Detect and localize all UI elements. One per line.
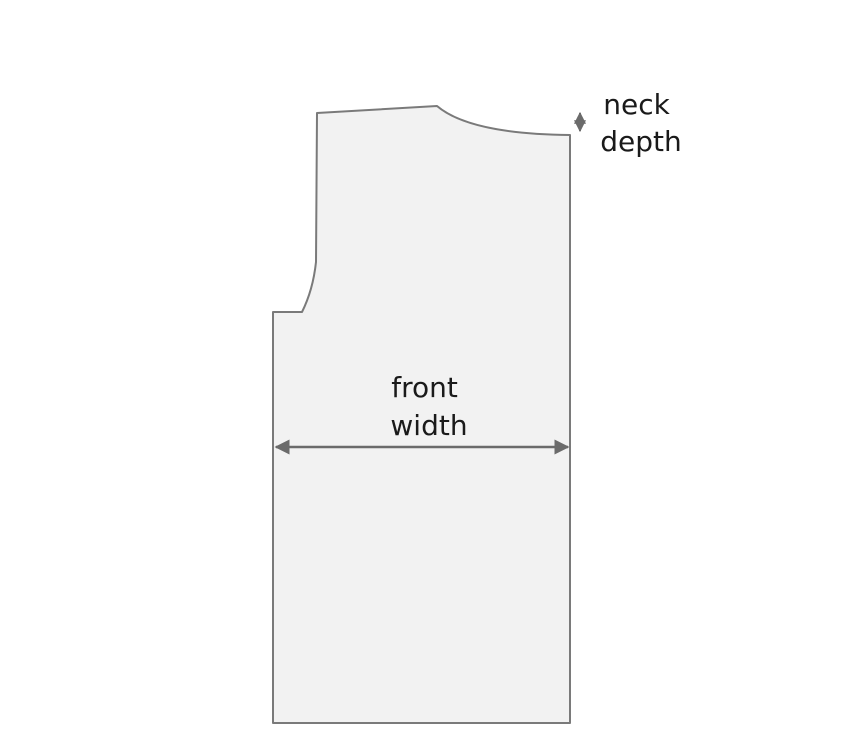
front-width-label-line2: width xyxy=(390,409,467,442)
neck-depth-label: neck depth xyxy=(600,88,682,158)
front-width-label: front width xyxy=(390,371,467,442)
front-panel-shape xyxy=(272,105,571,724)
neck-depth-label-line2: depth xyxy=(600,125,682,158)
neck-depth-label-line1: neck xyxy=(603,88,670,121)
front-width-label-line1: front xyxy=(391,371,458,404)
